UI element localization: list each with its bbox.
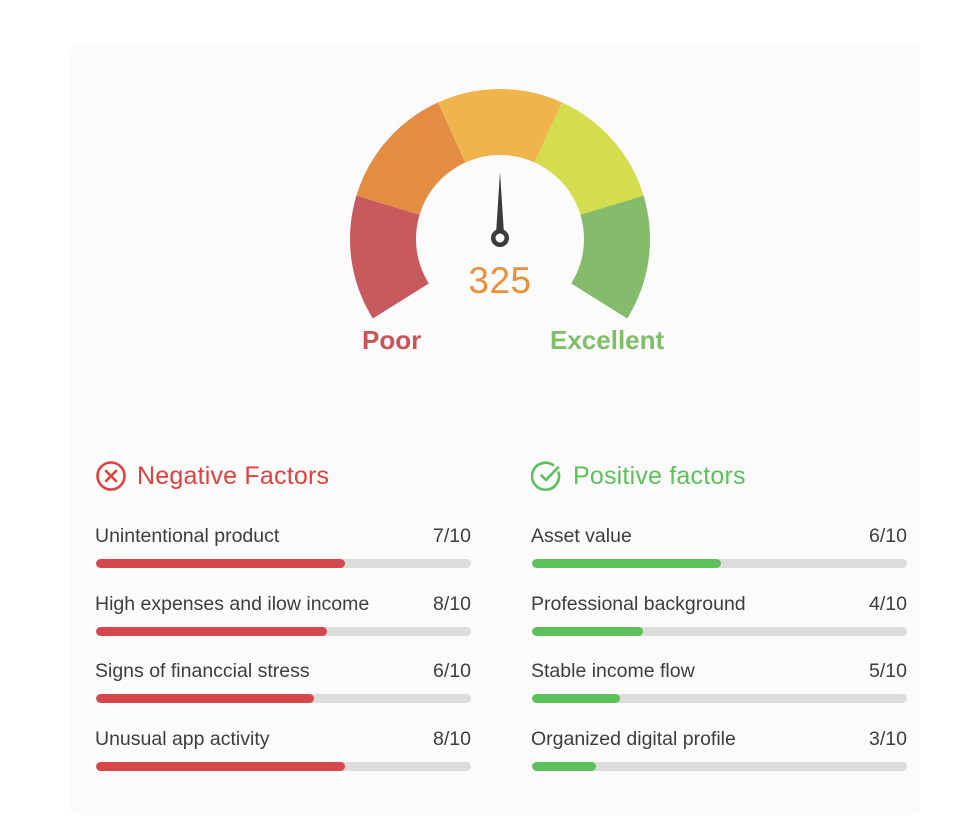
- factor-score: 3/10: [869, 727, 907, 750]
- factor-progress-track: [96, 694, 471, 703]
- factor-row: Unusual app activity 8/10: [95, 727, 471, 795]
- factor-label: High expenses and ilow income: [95, 592, 370, 615]
- factor-progress-track: [96, 559, 471, 568]
- factor-text: Stable income flow 5/10: [531, 659, 907, 683]
- gauge-segment-good: [534, 102, 644, 215]
- negative-factors-header: Negative Factors: [95, 458, 471, 494]
- factor-row: Stable income flow 5/10: [531, 659, 907, 727]
- factor-label: Asset value: [531, 525, 632, 547]
- positive-factors-title: Positive factors: [573, 461, 746, 490]
- factor-progress-fill: [96, 559, 346, 568]
- gauge-segment-average: [438, 89, 562, 163]
- card-background: [70, 45, 920, 815]
- factor-row: Organized digital profile 3/10: [531, 727, 907, 795]
- negative-factors-panel: Negative Factors Unintentional product 7/…: [95, 458, 471, 794]
- factor-text: Unusual app activity 8/10: [95, 727, 471, 751]
- factor-label: Signs of financcial stress: [95, 660, 310, 682]
- factor-row: High expenses and ilow income 8/10: [95, 592, 471, 660]
- factor-text: Organized digital profile 3/10: [531, 727, 907, 751]
- factor-progress-fill: [532, 761, 596, 771]
- factor-label: Unusual app activity: [95, 727, 270, 750]
- factor-label: Professional background: [531, 592, 746, 615]
- factor-text: Asset value 6/10: [531, 524, 907, 548]
- positive-factors-panel: Positive factors Asset value 6/10 Professi…: [531, 458, 907, 794]
- factor-progress-track: [532, 694, 907, 703]
- factor-row: Unintentional product 7/10: [95, 524, 471, 592]
- factor-progress-fill: [532, 559, 722, 568]
- factor-progress-track: [96, 761, 471, 771]
- score-value: 325: [468, 260, 532, 301]
- factor-row: Signs of financcial stress 6/10: [95, 659, 471, 727]
- factor-progress-fill: [532, 626, 643, 636]
- factor-label: Unintentional product: [95, 525, 280, 547]
- gauge-segment-poor: [350, 195, 429, 319]
- negative-factors-title: Negative Factors: [137, 461, 330, 490]
- factor-score: 8/10: [433, 592, 471, 615]
- factor-score: 7/10: [433, 525, 471, 547]
- factor-label: Stable income flow: [531, 660, 695, 682]
- factor-progress-track: [532, 761, 907, 771]
- negative-factors-list: Unintentional product 7/10 High expenses a…: [95, 524, 471, 794]
- gauge-segment-fair: [356, 102, 466, 215]
- factor-row: Asset value 6/10: [531, 524, 907, 592]
- factor-progress-track: [96, 626, 471, 636]
- credit-score-gauge: 325 Poor Excellent: [340, 70, 664, 370]
- factor-row: Professional background 4/10: [531, 592, 907, 660]
- factor-progress-fill: [96, 694, 314, 703]
- factor-score: 5/10: [869, 660, 907, 682]
- factor-text: Unintentional product 7/10: [95, 524, 471, 548]
- factor-progress-fill: [96, 626, 327, 636]
- poor-label: Poor: [362, 325, 422, 355]
- check-circle-icon: [531, 461, 561, 492]
- factor-progress-track: [532, 559, 907, 568]
- factor-progress-track: [532, 626, 907, 636]
- factor-score: 8/10: [433, 727, 471, 750]
- factor-text: High expenses and ilow income 8/10: [95, 592, 471, 616]
- factor-score: 6/10: [433, 660, 471, 682]
- factor-score: 6/10: [869, 525, 907, 547]
- gauge-segment-excellent: [571, 195, 650, 319]
- factor-text: Signs of financcial stress 6/10: [95, 659, 471, 683]
- factor-score: 4/10: [869, 592, 907, 615]
- x-circle-icon: [96, 461, 126, 491]
- factor-text: Professional background 4/10: [531, 592, 907, 616]
- positive-factors-list: Asset value 6/10 Professional background 4/…: [531, 524, 907, 794]
- factor-label: Organized digital profile: [531, 727, 736, 750]
- gauge-arc: [350, 89, 650, 319]
- needle-icon: [491, 172, 509, 247]
- positive-factors-header: Positive factors: [531, 458, 907, 494]
- factor-progress-fill: [96, 761, 346, 771]
- factor-progress-fill: [532, 694, 621, 703]
- excellent-label: Excellent: [550, 325, 665, 355]
